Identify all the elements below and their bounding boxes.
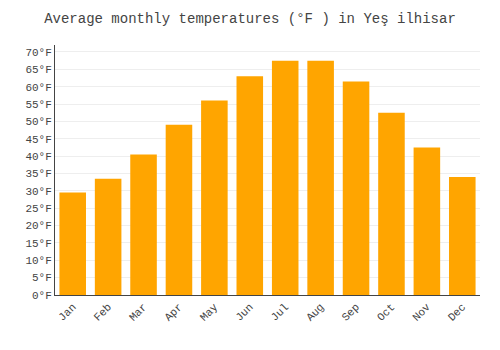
svg-text:20°F: 20°F <box>25 220 51 232</box>
svg-text:Jan: Jan <box>56 301 78 323</box>
svg-text:May: May <box>198 301 221 324</box>
svg-text:15°F: 15°F <box>25 238 51 250</box>
svg-text:Apr: Apr <box>162 301 184 323</box>
svg-text:55°F: 55°F <box>25 99 51 111</box>
svg-text:35°F: 35°F <box>25 168 51 180</box>
svg-text:25°F: 25°F <box>25 203 51 215</box>
svg-text:Nov: Nov <box>410 301 433 324</box>
svg-text:Average monthly temperatures (: Average monthly temperatures (°F ) in Ye… <box>44 11 456 27</box>
svg-text:Oct: Oct <box>375 301 397 323</box>
svg-text:Dec: Dec <box>446 301 468 323</box>
svg-text:70°F: 70°F <box>25 47 51 59</box>
svg-text:50°F: 50°F <box>25 116 51 128</box>
svg-text:10°F: 10°F <box>25 255 51 267</box>
svg-text:0°F: 0°F <box>32 290 52 302</box>
svg-text:Jul: Jul <box>269 301 291 323</box>
svg-text:Feb: Feb <box>92 301 114 323</box>
svg-text:65°F: 65°F <box>25 64 51 76</box>
svg-text:Jun: Jun <box>233 301 255 323</box>
svg-text:60°F: 60°F <box>25 82 51 94</box>
svg-text:Sep: Sep <box>340 301 362 323</box>
svg-text:Mar: Mar <box>127 301 149 323</box>
svg-text:5°F: 5°F <box>32 272 52 284</box>
svg-text:40°F: 40°F <box>25 151 51 163</box>
svg-text:Aug: Aug <box>304 301 326 323</box>
svg-text:45°F: 45°F <box>25 134 51 146</box>
svg-text:30°F: 30°F <box>25 186 51 198</box>
